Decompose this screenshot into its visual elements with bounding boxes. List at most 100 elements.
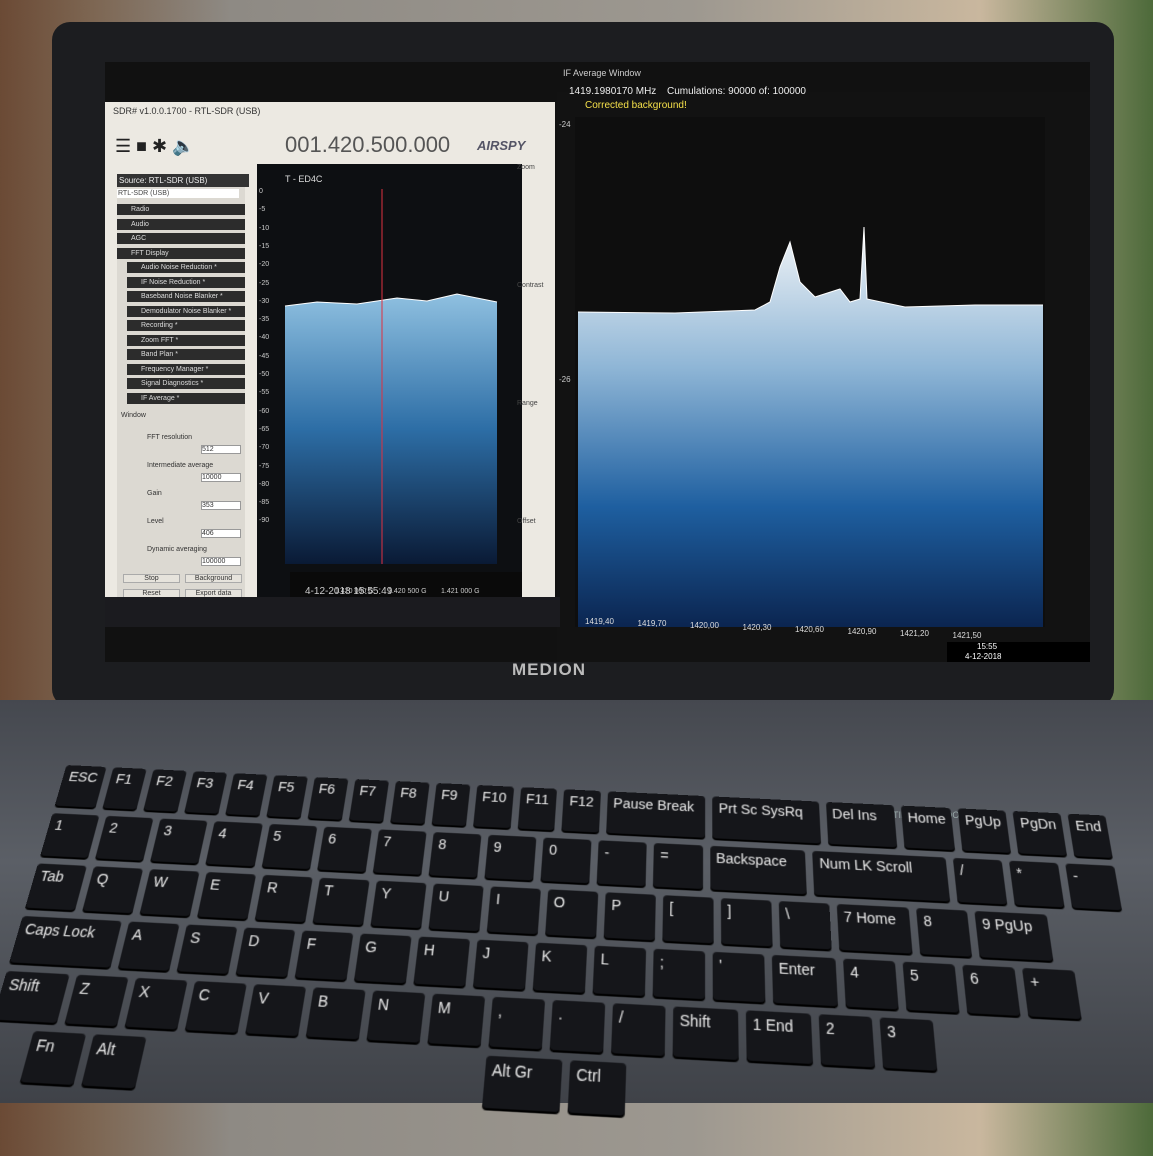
spectrum-trace [284,293,498,307]
button: Background [185,574,242,583]
menu-item: Signal Diagnostics * [127,378,245,389]
x-tick-label: 1.420 000 G [335,588,374,595]
key: Z [64,974,129,1027]
average-window: IF Average Window 1419.1980170 MHz Cumul… [557,68,1090,662]
key: F [294,930,354,981]
menu-item: Recording * [127,320,245,331]
y-tick-label: -90 [259,517,270,525]
y-tick-label: -35 [259,316,270,324]
menu-item: Audio [117,218,245,230]
average-trace [577,226,1043,314]
device-select: RTL-SDR (USB) [117,189,239,198]
x-tick-label: 1421,20 [900,629,929,638]
field-value: 10000 [201,473,241,482]
key: ; [652,948,706,1000]
y-tick-label: -50 [259,371,270,378]
key: \ [778,901,832,950]
key: Del Ins [825,801,897,848]
x-tick-label: 1421,50 [952,631,982,640]
key: 3 [879,1017,938,1071]
x-tick-label: 1420,60 [795,625,824,634]
field-value: 406 [201,529,241,538]
side-label: Zoom [517,164,535,171]
clock-time: 15:55 [977,642,998,651]
keyboard: ESC F1 F2 F3 F4 F5 F6 F7 F8 F9 F10 F11 F12 Pause Brea… [0,765,1153,1156]
side-label: Contrast [517,282,544,289]
screen: SDR# v1.0.0.1700 - RTL-SDR (USB) 001.420… [105,62,1090,662]
key: Caps Lock [9,915,122,968]
key: P [603,892,656,941]
key: F1 [102,767,147,810]
key: Backspace [709,845,808,895]
y-tick-label: -65 [259,425,270,433]
key: 8 [916,908,973,957]
tray [947,642,1090,662]
key: A [117,921,180,971]
key: D [235,927,296,978]
key: Fn [19,1030,87,1086]
key: 9 [484,834,537,881]
key: F7 [348,779,390,822]
frequency: 1419.1980170 MHz [569,86,657,97]
timestamp: 4-12-2018 15:55:49 [305,586,393,597]
key: 6 [962,964,1021,1016]
y-tick-label: -45 [259,352,270,360]
key: Enter [771,954,839,1007]
y-tick-label: -20 [259,261,270,269]
menu-item: AGC [117,233,245,244]
key: Home [900,805,956,851]
key: Shift [672,1006,739,1061]
key: S [176,924,238,974]
brand: MEDION [512,660,586,679]
y-tick-label: -25 [259,279,270,287]
menu-item: Baseband Noise Blanker * [127,291,245,302]
sdr-window: SDR# v1.0.0.1700 - RTL-SDR (USB) 001.420… [105,102,555,617]
key: 1 End [745,1010,814,1065]
logo: AIRSPY [477,138,526,153]
menu-item: Audio Noise Reduction * [127,262,245,273]
key: F2 [143,769,187,812]
y-tick-label: -40 [259,334,270,342]
key: 7 [372,829,427,875]
side-panel: Source: RTL-SDR (USB) RTL-SDR (USB) Radio A… [117,174,249,604]
x-tick-label: 1419,70 [637,619,667,628]
key: Num LK Scroll [812,850,950,902]
key: F9 [431,783,471,826]
key: 2 [95,815,154,861]
field-label: Gain [147,490,162,497]
key: O [545,889,599,938]
x-tick-label: 1420,90 [847,627,877,636]
spectrum [257,164,522,604]
field-value: 512 [201,445,241,454]
y-tick-label: -30 [259,297,270,305]
field-label: Level [147,518,164,525]
y-tick-label: -26 [559,375,571,384]
spectrum-label: T - ED4C [285,174,323,184]
field-value: 100000 [201,557,241,566]
key: ] [720,898,773,947]
key: ' [712,951,766,1003]
key: PgUp [957,808,1012,853]
key: - [1064,863,1122,911]
key: F5 [266,775,308,818]
frequency: 001.420.500.000 [285,132,451,157]
key: J [472,939,529,990]
key: E [197,871,257,920]
taskbar [105,597,560,627]
key: F8 [390,781,430,824]
menu-item: IF Noise Reduction * [127,276,245,288]
status: Corrected background! [585,100,687,111]
y-tick-label: -60 [259,407,270,415]
average-spectrum [575,117,1045,627]
key: K [532,942,588,993]
toolbar-icons: ☰ ■ ✱ 🔈 [115,136,195,156]
menu-item: Radio [117,204,245,215]
field-label: Intermediate average [147,462,214,469]
key: F4 [225,773,268,816]
clock-date: 4-12-2018 [965,652,1002,661]
key: M [427,993,486,1047]
key: Q [82,866,144,914]
field-value: 353 [201,501,241,510]
key: F10 [473,785,514,829]
y-tick-label: -75 [259,462,270,470]
